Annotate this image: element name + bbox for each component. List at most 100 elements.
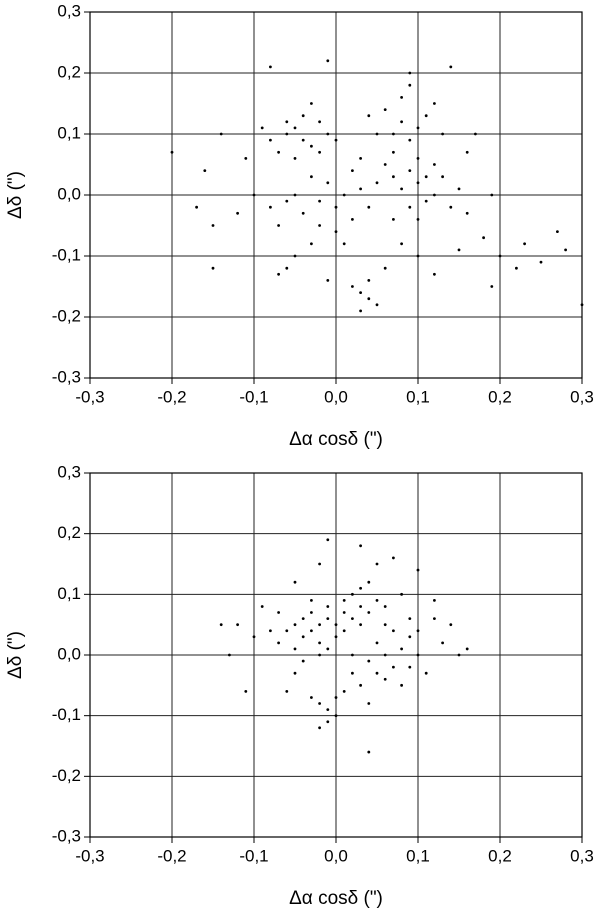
point: [375, 671, 379, 675]
point: [367, 750, 371, 754]
point: [342, 629, 346, 633]
point: [359, 623, 362, 627]
x-tick-label: 0,1: [406, 387, 430, 406]
point: [416, 653, 420, 657]
point: [392, 132, 395, 136]
point: [301, 114, 305, 118]
point: [416, 254, 420, 258]
point: [424, 175, 428, 179]
point: [293, 193, 297, 197]
point: [359, 309, 362, 313]
point: [400, 647, 403, 651]
point: [269, 629, 272, 633]
point: [334, 623, 338, 627]
plot-frame: [89, 472, 583, 838]
point: [260, 126, 264, 130]
x-axis-title: Δα cosδ ("): [289, 888, 383, 909]
point: [449, 205, 453, 209]
point: [269, 65, 272, 69]
point: [269, 205, 272, 209]
point: [277, 611, 280, 614]
x-tick-label: -0,1: [239, 846, 268, 865]
point: [408, 71, 412, 75]
point: [449, 623, 453, 627]
point: [310, 102, 313, 105]
point: [285, 199, 289, 203]
point: [433, 163, 436, 166]
point: [433, 193, 436, 197]
point: [228, 653, 231, 657]
point: [416, 568, 420, 572]
point: [293, 126, 297, 130]
point: [400, 96, 403, 99]
point: [318, 653, 321, 657]
point: [457, 653, 461, 657]
point: [326, 647, 330, 651]
point: [433, 617, 436, 620]
point: [326, 181, 330, 185]
point: [515, 266, 518, 270]
point: [375, 641, 379, 645]
point: [564, 248, 567, 252]
point: [326, 59, 330, 63]
point: [383, 677, 387, 681]
point: [383, 163, 387, 166]
point: [433, 272, 436, 276]
point: [359, 187, 362, 191]
point: [236, 211, 240, 215]
point: [326, 279, 330, 282]
point: [433, 599, 436, 602]
point: [359, 683, 362, 687]
point: [285, 132, 289, 136]
point: [375, 181, 379, 185]
point: [310, 696, 313, 699]
point: [351, 671, 354, 675]
point: [482, 236, 485, 240]
point: [342, 611, 346, 614]
point: [285, 690, 289, 693]
point: [285, 629, 289, 633]
point: [293, 157, 297, 160]
point: [326, 538, 330, 542]
point: [556, 230, 559, 234]
y-axis-title: Δδ ("): [5, 171, 26, 219]
x-tick-label: 0,2: [488, 387, 512, 406]
point: [367, 702, 371, 705]
point: [351, 617, 354, 620]
point: [318, 562, 321, 566]
x-tick-label: 0,3: [570, 387, 594, 406]
point: [342, 599, 346, 602]
y-tick-label: -0,2: [52, 306, 81, 325]
point: [334, 205, 338, 209]
point: [293, 671, 297, 675]
y-tick-label: -0,3: [52, 367, 81, 386]
point: [383, 623, 387, 627]
point: [416, 157, 420, 160]
y-axis-title: Δδ ("): [5, 631, 26, 679]
point: [580, 303, 584, 307]
point: [367, 205, 371, 209]
point: [498, 254, 502, 258]
point: [326, 132, 330, 136]
point: [244, 157, 248, 160]
point: [416, 218, 420, 221]
point: [383, 653, 387, 657]
point: [277, 272, 280, 276]
point: [318, 199, 321, 203]
point: [170, 150, 174, 154]
point: [400, 592, 403, 596]
point: [457, 187, 461, 191]
point: [408, 205, 412, 209]
point: [310, 629, 313, 633]
point: [392, 629, 395, 633]
point: [359, 544, 362, 548]
point: [326, 708, 330, 711]
x-tick-label: 0,2: [488, 846, 512, 865]
point: [359, 605, 362, 608]
y-tick-label: 0,2: [57, 62, 81, 81]
plot-frame: [89, 11, 583, 379]
point: [408, 635, 412, 639]
point: [474, 132, 477, 136]
point: [310, 144, 313, 148]
point: [392, 556, 395, 560]
